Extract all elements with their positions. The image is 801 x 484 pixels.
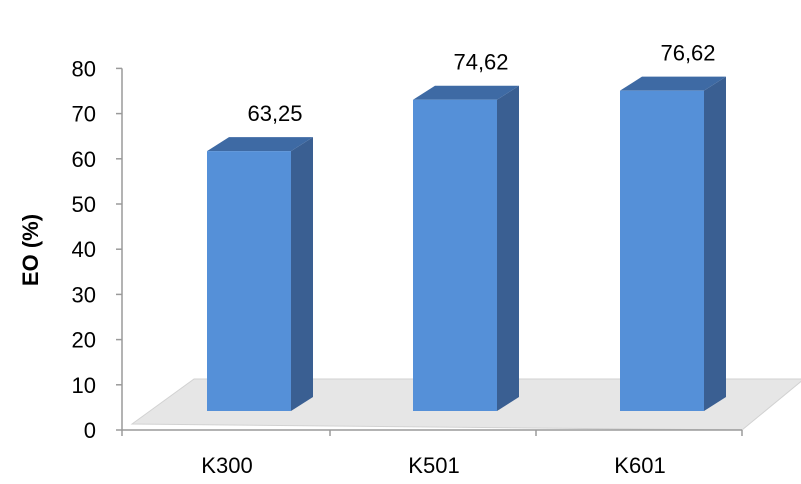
bar-side-face — [497, 85, 519, 412]
bar-side-face — [291, 137, 313, 412]
bar-front-face — [620, 90, 704, 411]
data-label: 74,62 — [453, 50, 508, 75]
y-tick-label: 10 — [72, 373, 96, 398]
bar-side-face — [704, 76, 726, 411]
bar-k300 — [207, 137, 313, 412]
bar-k601 — [620, 76, 726, 411]
y-tick-label: 40 — [72, 237, 96, 262]
bar-top-face — [207, 137, 313, 152]
y-tick-label: 60 — [72, 147, 96, 172]
data-label: 63,25 — [247, 101, 302, 126]
x-category-label: K501 — [408, 453, 459, 478]
x-category-label: K601 — [614, 453, 665, 478]
bar-k501 — [413, 85, 519, 412]
data-label: 76,62 — [660, 41, 715, 66]
bar-front-face — [207, 151, 291, 412]
y-tick-label: 70 — [72, 102, 96, 127]
x-category-label: K300 — [201, 453, 252, 478]
y-tick-label: 30 — [72, 282, 96, 307]
y-axis-title: EO (%) — [18, 214, 43, 286]
y-tick-label: 0 — [84, 418, 96, 443]
bar-front-face — [413, 99, 497, 412]
bar-top-face — [413, 85, 519, 100]
y-tick-label: 80 — [72, 56, 96, 81]
y-tick-label: 50 — [72, 192, 96, 217]
y-tick-label: 20 — [72, 328, 96, 353]
bar-top-face — [620, 76, 726, 91]
